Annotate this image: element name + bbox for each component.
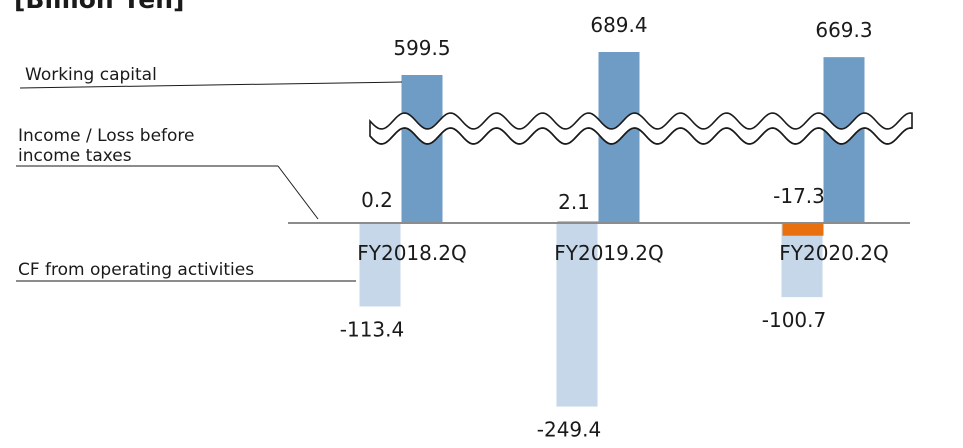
legend: Working capital Income / Loss before inc… <box>16 65 403 282</box>
category-label-0: FY2018.2Q <box>357 241 466 265</box>
value-income-1: 2.1 <box>558 190 590 214</box>
value-income-2: -17.3 <box>773 184 825 208</box>
value-income-0: 0.2 <box>361 188 393 212</box>
legend-cf: CF from operating activities <box>18 260 254 280</box>
value-cf-2: -100.7 <box>762 308 826 332</box>
value-working-capital-2: 669.3 <box>815 18 872 42</box>
value-working-capital-0: 599.5 <box>393 36 450 60</box>
bar-cf-0 <box>359 223 401 307</box>
value-working-capital-1: 689.4 <box>590 13 647 37</box>
category-label-1: FY2019.2Q <box>554 241 663 265</box>
value-cf-1: -249.4 <box>537 418 601 442</box>
axis-break-bottom-wave <box>369 127 913 145</box>
legend-working-capital: Working capital <box>25 65 157 85</box>
axis-break <box>369 112 913 145</box>
bar-income-2 <box>782 223 824 236</box>
labels-layer: FY2018.2Q 599.5 0.2 -113.4 FY2019.2Q 689.4 2.1… <box>340 13 889 442</box>
leader-income <box>277 165 319 220</box>
legend-income-line1: Income / Loss before <box>18 126 195 146</box>
value-cf-0: -113.4 <box>340 317 404 341</box>
bar-working-capital-0 <box>401 75 443 223</box>
bars-layer <box>359 52 865 407</box>
category-label-2: FY2020.2Q <box>779 241 888 265</box>
bar-cf-1 <box>556 223 598 407</box>
legend-income-line2: income taxes <box>18 146 132 166</box>
leader-working-capital <box>19 81 403 89</box>
unit-label: [Billion Yen] <box>14 0 184 14</box>
